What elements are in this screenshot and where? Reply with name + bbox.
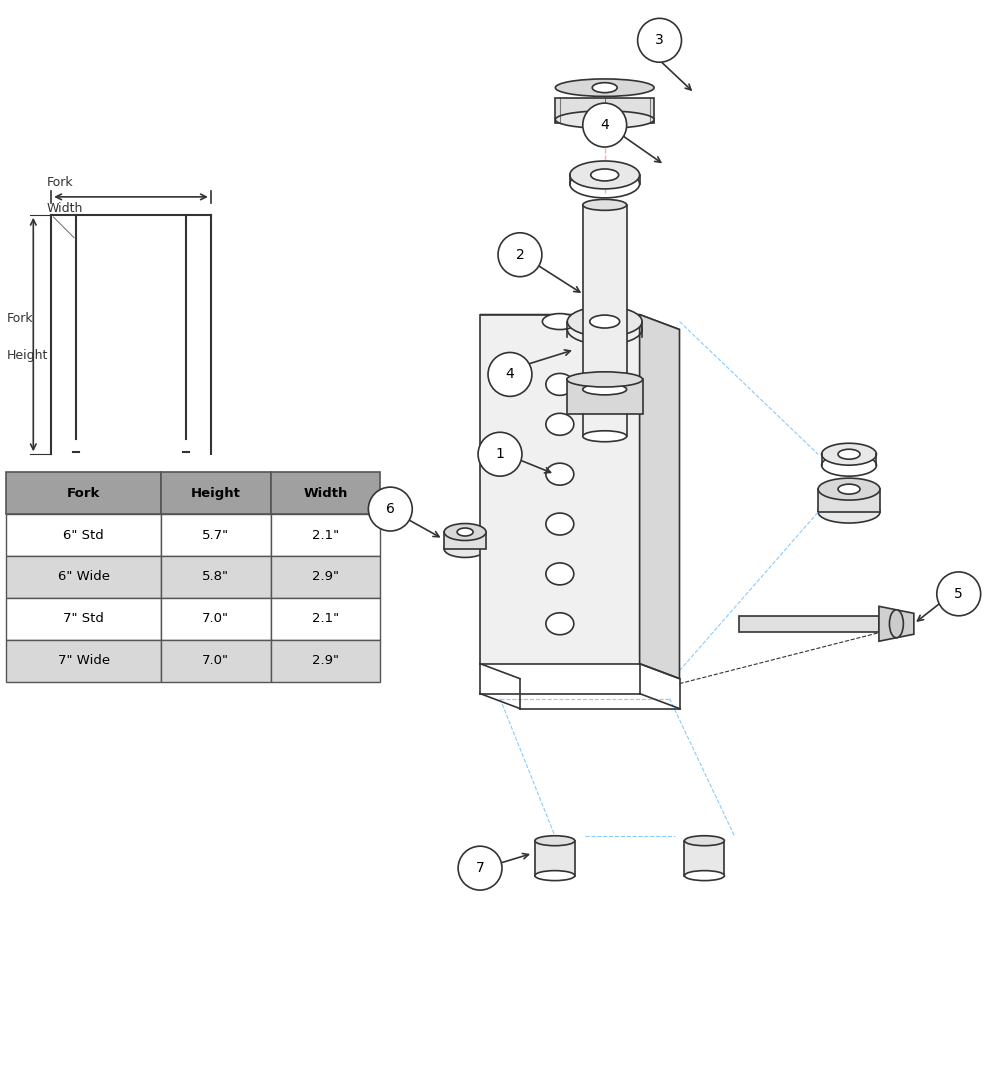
Text: 2: 2 bbox=[516, 248, 524, 262]
Ellipse shape bbox=[457, 528, 473, 536]
Ellipse shape bbox=[546, 413, 574, 435]
Bar bbox=[271, 598, 380, 640]
Ellipse shape bbox=[546, 513, 574, 535]
Bar bbox=[6, 640, 161, 682]
Text: 7: 7 bbox=[476, 861, 484, 875]
Ellipse shape bbox=[546, 463, 574, 485]
Bar bbox=[271, 556, 380, 598]
Ellipse shape bbox=[684, 836, 724, 845]
Text: Width: Width bbox=[46, 202, 83, 215]
Ellipse shape bbox=[555, 111, 654, 128]
Text: 2.9": 2.9" bbox=[312, 654, 339, 667]
Text: 7" Wide: 7" Wide bbox=[58, 654, 110, 667]
Text: Width: Width bbox=[303, 487, 348, 499]
Ellipse shape bbox=[583, 383, 627, 395]
Circle shape bbox=[458, 846, 502, 890]
Ellipse shape bbox=[838, 484, 860, 494]
Ellipse shape bbox=[583, 200, 627, 211]
Text: 2.1": 2.1" bbox=[312, 528, 339, 541]
Ellipse shape bbox=[889, 610, 903, 638]
Text: 2.9": 2.9" bbox=[312, 570, 339, 583]
Bar bbox=[684, 841, 724, 875]
Circle shape bbox=[488, 352, 532, 396]
Ellipse shape bbox=[535, 871, 575, 881]
Bar bbox=[161, 514, 271, 556]
Ellipse shape bbox=[570, 161, 640, 189]
Ellipse shape bbox=[535, 836, 575, 845]
Bar bbox=[271, 640, 380, 682]
Text: 3: 3 bbox=[655, 33, 664, 47]
Ellipse shape bbox=[822, 444, 876, 465]
Text: 4: 4 bbox=[600, 118, 609, 132]
Circle shape bbox=[498, 233, 542, 277]
Bar bbox=[271, 473, 380, 514]
Bar bbox=[6, 514, 161, 556]
Ellipse shape bbox=[591, 169, 619, 180]
Polygon shape bbox=[640, 315, 680, 679]
Ellipse shape bbox=[546, 374, 574, 395]
Circle shape bbox=[937, 572, 981, 615]
Bar bbox=[161, 640, 271, 682]
Ellipse shape bbox=[546, 613, 574, 635]
Ellipse shape bbox=[583, 431, 627, 441]
Bar bbox=[555, 98, 654, 122]
Ellipse shape bbox=[567, 306, 642, 336]
Bar bbox=[818, 489, 880, 512]
Text: 5.7": 5.7" bbox=[202, 528, 229, 541]
Circle shape bbox=[368, 488, 412, 531]
Bar bbox=[535, 841, 575, 875]
Bar bbox=[444, 532, 486, 549]
Ellipse shape bbox=[592, 83, 617, 92]
Text: 2.1": 2.1" bbox=[312, 612, 339, 625]
Bar bbox=[161, 556, 271, 598]
Text: Height: Height bbox=[6, 349, 48, 363]
Text: 7.0": 7.0" bbox=[202, 654, 229, 667]
Bar bbox=[6, 556, 161, 598]
Circle shape bbox=[583, 103, 627, 147]
Text: Fork: Fork bbox=[6, 311, 33, 324]
Ellipse shape bbox=[546, 563, 574, 585]
Polygon shape bbox=[879, 607, 914, 641]
Ellipse shape bbox=[590, 315, 620, 328]
Text: 6: 6 bbox=[386, 502, 395, 517]
Circle shape bbox=[638, 18, 681, 62]
Ellipse shape bbox=[444, 523, 486, 540]
Text: 7.0": 7.0" bbox=[202, 612, 229, 625]
Text: Height: Height bbox=[191, 487, 241, 499]
Bar bbox=[567, 379, 643, 415]
Ellipse shape bbox=[542, 314, 577, 330]
Bar bbox=[6, 473, 161, 514]
Ellipse shape bbox=[684, 871, 724, 881]
Ellipse shape bbox=[818, 478, 880, 500]
Polygon shape bbox=[480, 315, 680, 330]
Text: 1: 1 bbox=[496, 447, 504, 461]
Text: 6" Std: 6" Std bbox=[63, 528, 104, 541]
Text: Fork: Fork bbox=[67, 487, 100, 499]
Bar bbox=[739, 615, 879, 632]
Ellipse shape bbox=[838, 449, 860, 460]
Text: 5: 5 bbox=[954, 586, 963, 600]
Bar bbox=[6, 598, 161, 640]
Ellipse shape bbox=[567, 372, 643, 387]
Circle shape bbox=[478, 432, 522, 476]
Polygon shape bbox=[480, 315, 640, 664]
Bar bbox=[161, 473, 271, 514]
Ellipse shape bbox=[555, 78, 654, 97]
Ellipse shape bbox=[444, 540, 486, 557]
Ellipse shape bbox=[818, 502, 880, 523]
Text: 5.8": 5.8" bbox=[202, 570, 229, 583]
Bar bbox=[271, 514, 380, 556]
Text: Fork: Fork bbox=[46, 176, 73, 189]
Text: 6" Wide: 6" Wide bbox=[58, 570, 110, 583]
Bar bbox=[161, 598, 271, 640]
Text: 4: 4 bbox=[506, 367, 514, 381]
Bar bbox=[583, 205, 627, 390]
Text: 7" Std: 7" Std bbox=[63, 612, 104, 625]
